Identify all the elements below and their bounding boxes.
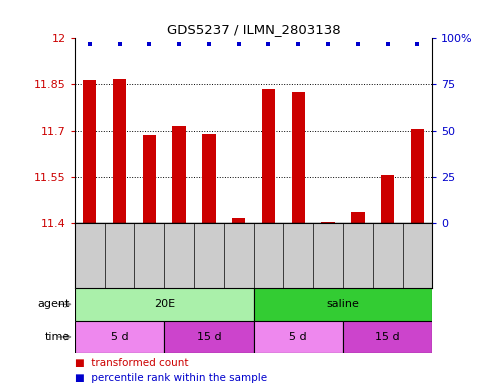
Point [265, 41, 272, 47]
Bar [232, 218, 245, 223]
Bar [381, 175, 394, 223]
Point [295, 41, 302, 47]
Text: agent: agent [38, 299, 70, 310]
Bar [113, 79, 126, 223]
Point [354, 41, 362, 47]
Text: 5 d: 5 d [111, 332, 128, 342]
Point [324, 41, 332, 47]
Text: ■  transformed count: ■ transformed count [75, 358, 188, 368]
Point [235, 41, 242, 47]
Text: time: time [45, 332, 70, 342]
Bar [202, 134, 215, 223]
Text: ■  percentile rank within the sample: ■ percentile rank within the sample [75, 373, 267, 383]
Bar [83, 80, 97, 223]
Point [145, 41, 153, 47]
Bar [164, 321, 254, 353]
Text: 15 d: 15 d [197, 332, 221, 342]
Bar [172, 126, 186, 223]
Point [384, 41, 392, 47]
Bar [75, 288, 254, 321]
Title: GDS5237 / ILMN_2803138: GDS5237 / ILMN_2803138 [167, 23, 341, 36]
Text: 5 d: 5 d [289, 332, 307, 342]
Bar [262, 89, 275, 223]
Text: saline: saline [327, 299, 359, 310]
Point [205, 41, 213, 47]
Bar [254, 288, 432, 321]
Bar [292, 92, 305, 223]
Bar [142, 135, 156, 223]
Bar [254, 321, 343, 353]
Point [116, 41, 124, 47]
Bar [351, 212, 365, 223]
Bar [321, 222, 335, 223]
Bar [411, 129, 424, 223]
Bar [75, 321, 164, 353]
Point [86, 41, 94, 47]
Text: 20E: 20E [154, 299, 175, 310]
Bar [343, 321, 432, 353]
Text: 15 d: 15 d [375, 332, 400, 342]
Point [413, 41, 421, 47]
Point [175, 41, 183, 47]
